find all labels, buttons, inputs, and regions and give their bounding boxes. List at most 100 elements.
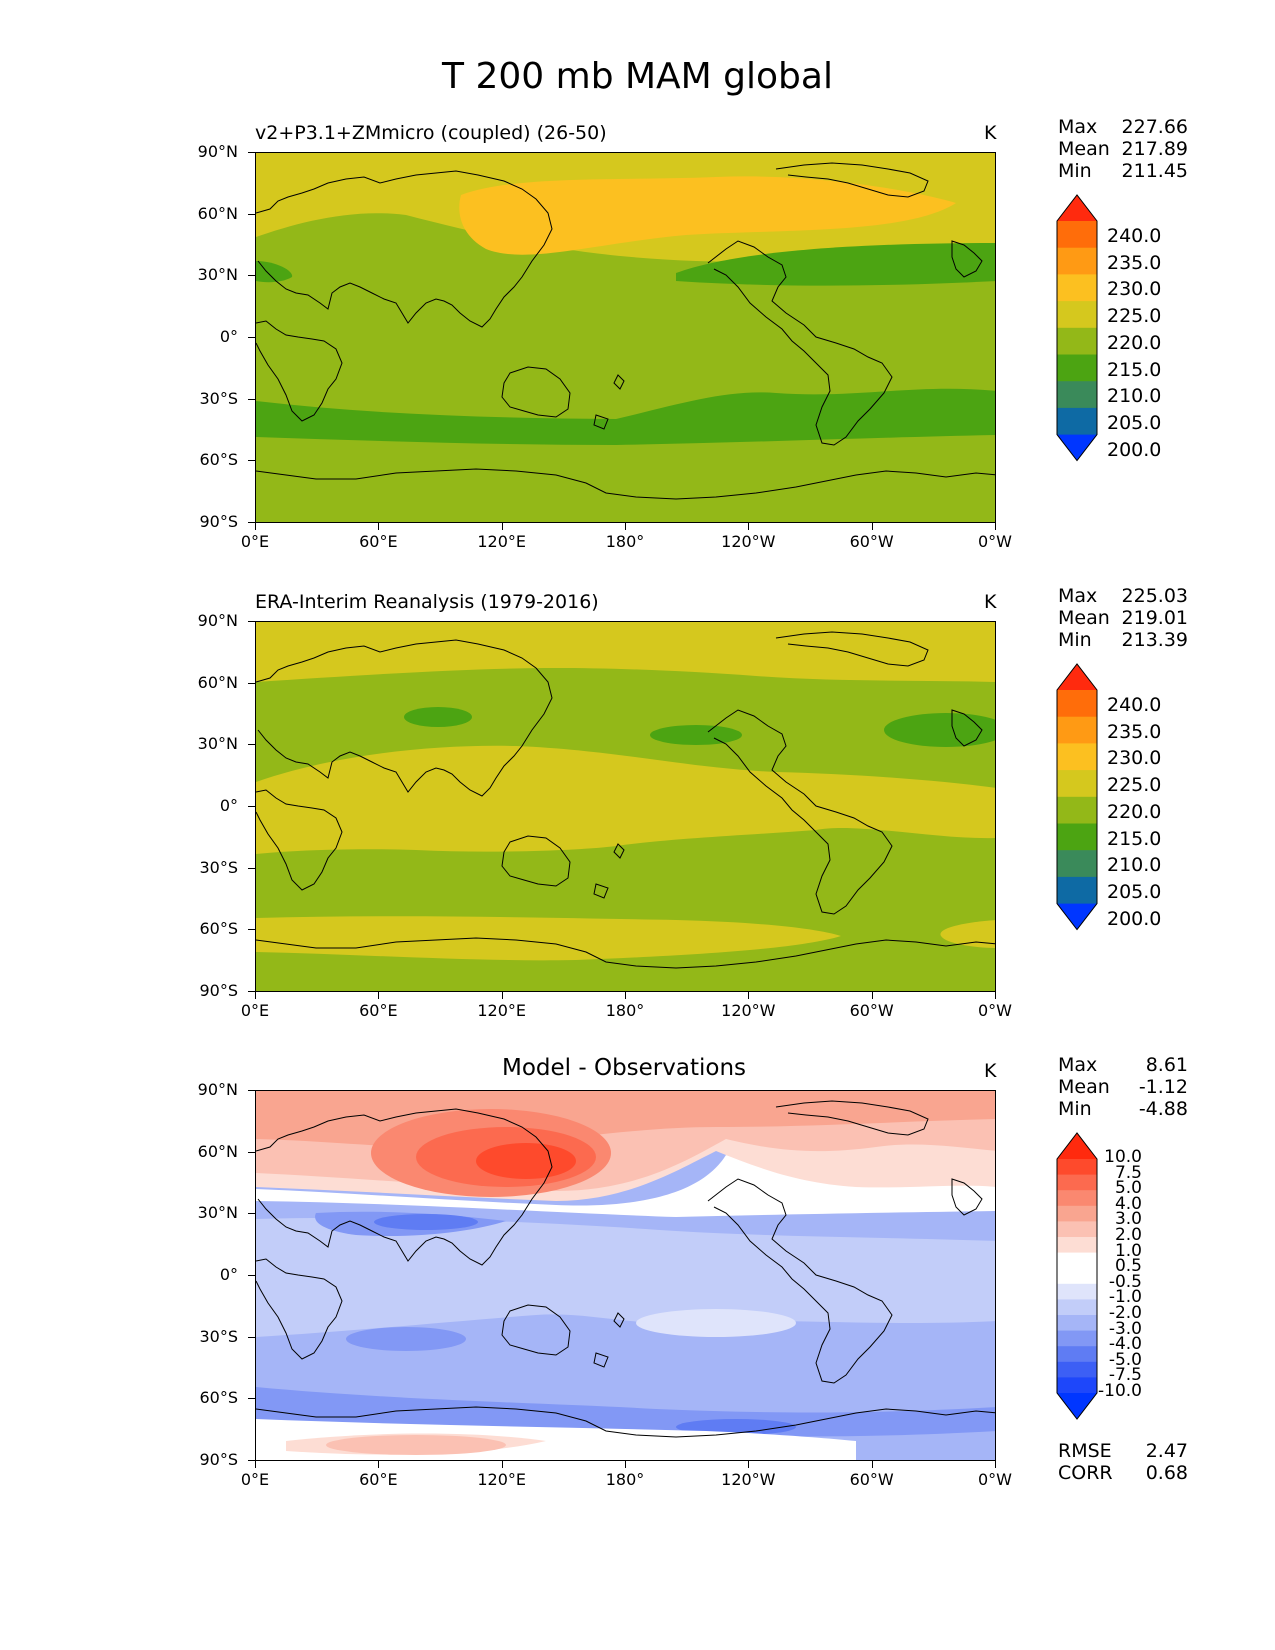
- coastline: [951, 1178, 983, 1216]
- y-tick-label: 90°S: [199, 981, 238, 1000]
- coastline: [501, 1304, 571, 1356]
- colorbar-label: 210.0: [1107, 854, 1162, 877]
- x-tick: [748, 1461, 750, 1468]
- colorbar-graphic: [1056, 194, 1098, 462]
- colorbar-segment: [1057, 1159, 1097, 1176]
- y-tick-label: 90°N: [197, 1080, 238, 1099]
- colorbar-segment: [1057, 354, 1097, 382]
- coastlines: [256, 1100, 995, 1438]
- colorbar-label: 215.0: [1107, 358, 1162, 381]
- coastline: [951, 240, 983, 278]
- panel-title: ERA-Interim Reanalysis (1979-2016): [255, 591, 599, 613]
- diff-tropics-light: [256, 1217, 995, 1337]
- colorbar-label: -5.0: [1108, 1349, 1142, 1370]
- coastline: [775, 631, 929, 667]
- x-tick-label: 180°: [605, 1470, 645, 1489]
- colorbar-label: -0.5: [1108, 1271, 1142, 1292]
- colorbar-label: 220.0: [1107, 331, 1162, 354]
- y-tick-label: 30°N: [197, 265, 238, 285]
- x-tick: [871, 992, 873, 999]
- diff-south-cool: [256, 1387, 995, 1437]
- coastline: [707, 709, 893, 915]
- y-tick-label: 60°S: [199, 450, 238, 470]
- x-tick: [625, 523, 626, 530]
- x-tick-label: 120°W: [721, 532, 776, 551]
- field-band-north: [256, 622, 995, 682]
- colorbar-label: 4.0: [1114, 1193, 1142, 1214]
- colorbar-label: 1.0: [1114, 1240, 1142, 1261]
- x-tick-label: 0°E: [240, 532, 270, 551]
- y-tick-label: 0°: [219, 327, 238, 346]
- y-tick: [248, 1275, 255, 1276]
- colorbar-label: -10.0: [1098, 1381, 1142, 1401]
- colorbar-segment: [1057, 850, 1097, 878]
- colorbar-label: -4.0: [1108, 1334, 1142, 1355]
- y-tick: [248, 682, 255, 684]
- colorbar-segment: [1057, 770, 1097, 798]
- coastline: [775, 1100, 929, 1136]
- colorbar-segment: [1057, 716, 1097, 744]
- coastline: [593, 414, 609, 430]
- colorbar-label: 2.0: [1114, 1225, 1142, 1245]
- x-tick-label: 180°: [605, 1001, 645, 1020]
- colorbar-label: 225.0: [1107, 305, 1162, 328]
- y-tick-label: 30°S: [199, 857, 238, 877]
- colorbar-label: 240.0: [1107, 694, 1162, 716]
- field-cold-band-n: [676, 243, 995, 286]
- colorbar-segment: [1057, 1315, 1097, 1332]
- x-tick: [871, 523, 873, 530]
- colorbar-label: -7.5: [1108, 1365, 1142, 1386]
- diff-indian-cool: [346, 1327, 466, 1351]
- y-tick-label: 30°S: [199, 388, 238, 408]
- x-tick-label: 120°W: [721, 1001, 776, 1020]
- x-tick-label: 120°W: [721, 1470, 776, 1489]
- colorbar-extend-min: [1057, 434, 1097, 461]
- coastline: [256, 937, 995, 969]
- diff-south-pink-2: [326, 1435, 506, 1455]
- coastline: [613, 843, 625, 859]
- x-tick-label: 0°W: [978, 1001, 1012, 1020]
- colorbar-extend-min: [1057, 1393, 1097, 1419]
- colorbar-segment: [1057, 1346, 1097, 1363]
- y-tick-label: 0°: [219, 1265, 238, 1284]
- colorbar-label: 0.5: [1114, 1256, 1142, 1277]
- colorbar-segment: [1057, 1205, 1097, 1222]
- x-tick-label: 60°E: [359, 1470, 398, 1489]
- colorbar-segment: [1057, 381, 1097, 409]
- field-cold-patch-1: [404, 707, 472, 727]
- colorbar-segment: [1057, 247, 1097, 275]
- coastline: [256, 320, 343, 422]
- y-tick-label: 0°: [219, 796, 238, 815]
- x-tick: [625, 992, 626, 999]
- x-tick-label: 180°: [605, 532, 645, 551]
- x-tick-label: 0°E: [240, 1001, 270, 1020]
- y-tick-label: 60°N: [197, 1141, 238, 1161]
- x-tick-label: 0°W: [978, 532, 1012, 551]
- map-plot: [255, 152, 996, 523]
- y-tick: [248, 460, 255, 462]
- x-tick: [625, 1461, 626, 1468]
- figure-title: T 200 mb MAM global: [442, 56, 833, 97]
- y-tick-label: 60°N: [197, 203, 238, 223]
- colorbar-label: 225.0: [1107, 774, 1162, 797]
- x-tick: [378, 523, 380, 530]
- colorbar-segment: [1057, 1330, 1097, 1347]
- panel-title: Model - Observations: [501, 1055, 746, 1081]
- colorbar-label: 230.0: [1107, 747, 1162, 770]
- colorbar-label: 200.0: [1107, 438, 1162, 461]
- coastline: [256, 1258, 343, 1360]
- colorbar-label: 215.0: [1107, 827, 1162, 850]
- diff-nh-white: [256, 1155, 995, 1217]
- y-tick: [248, 1090, 255, 1091]
- coastlines: [256, 162, 995, 500]
- map-plot: [255, 621, 996, 992]
- colorbar-label: 10.0: [1104, 1147, 1142, 1167]
- colorbar-extend-min: [1057, 903, 1097, 930]
- colorbar-segment: [1057, 274, 1097, 302]
- colorbar-extend-max: [1057, 195, 1097, 221]
- colorbar-extend-max: [1057, 664, 1097, 690]
- y-tick: [248, 929, 255, 931]
- coastline: [593, 883, 609, 899]
- y-tick: [248, 275, 255, 277]
- y-tick: [248, 337, 255, 338]
